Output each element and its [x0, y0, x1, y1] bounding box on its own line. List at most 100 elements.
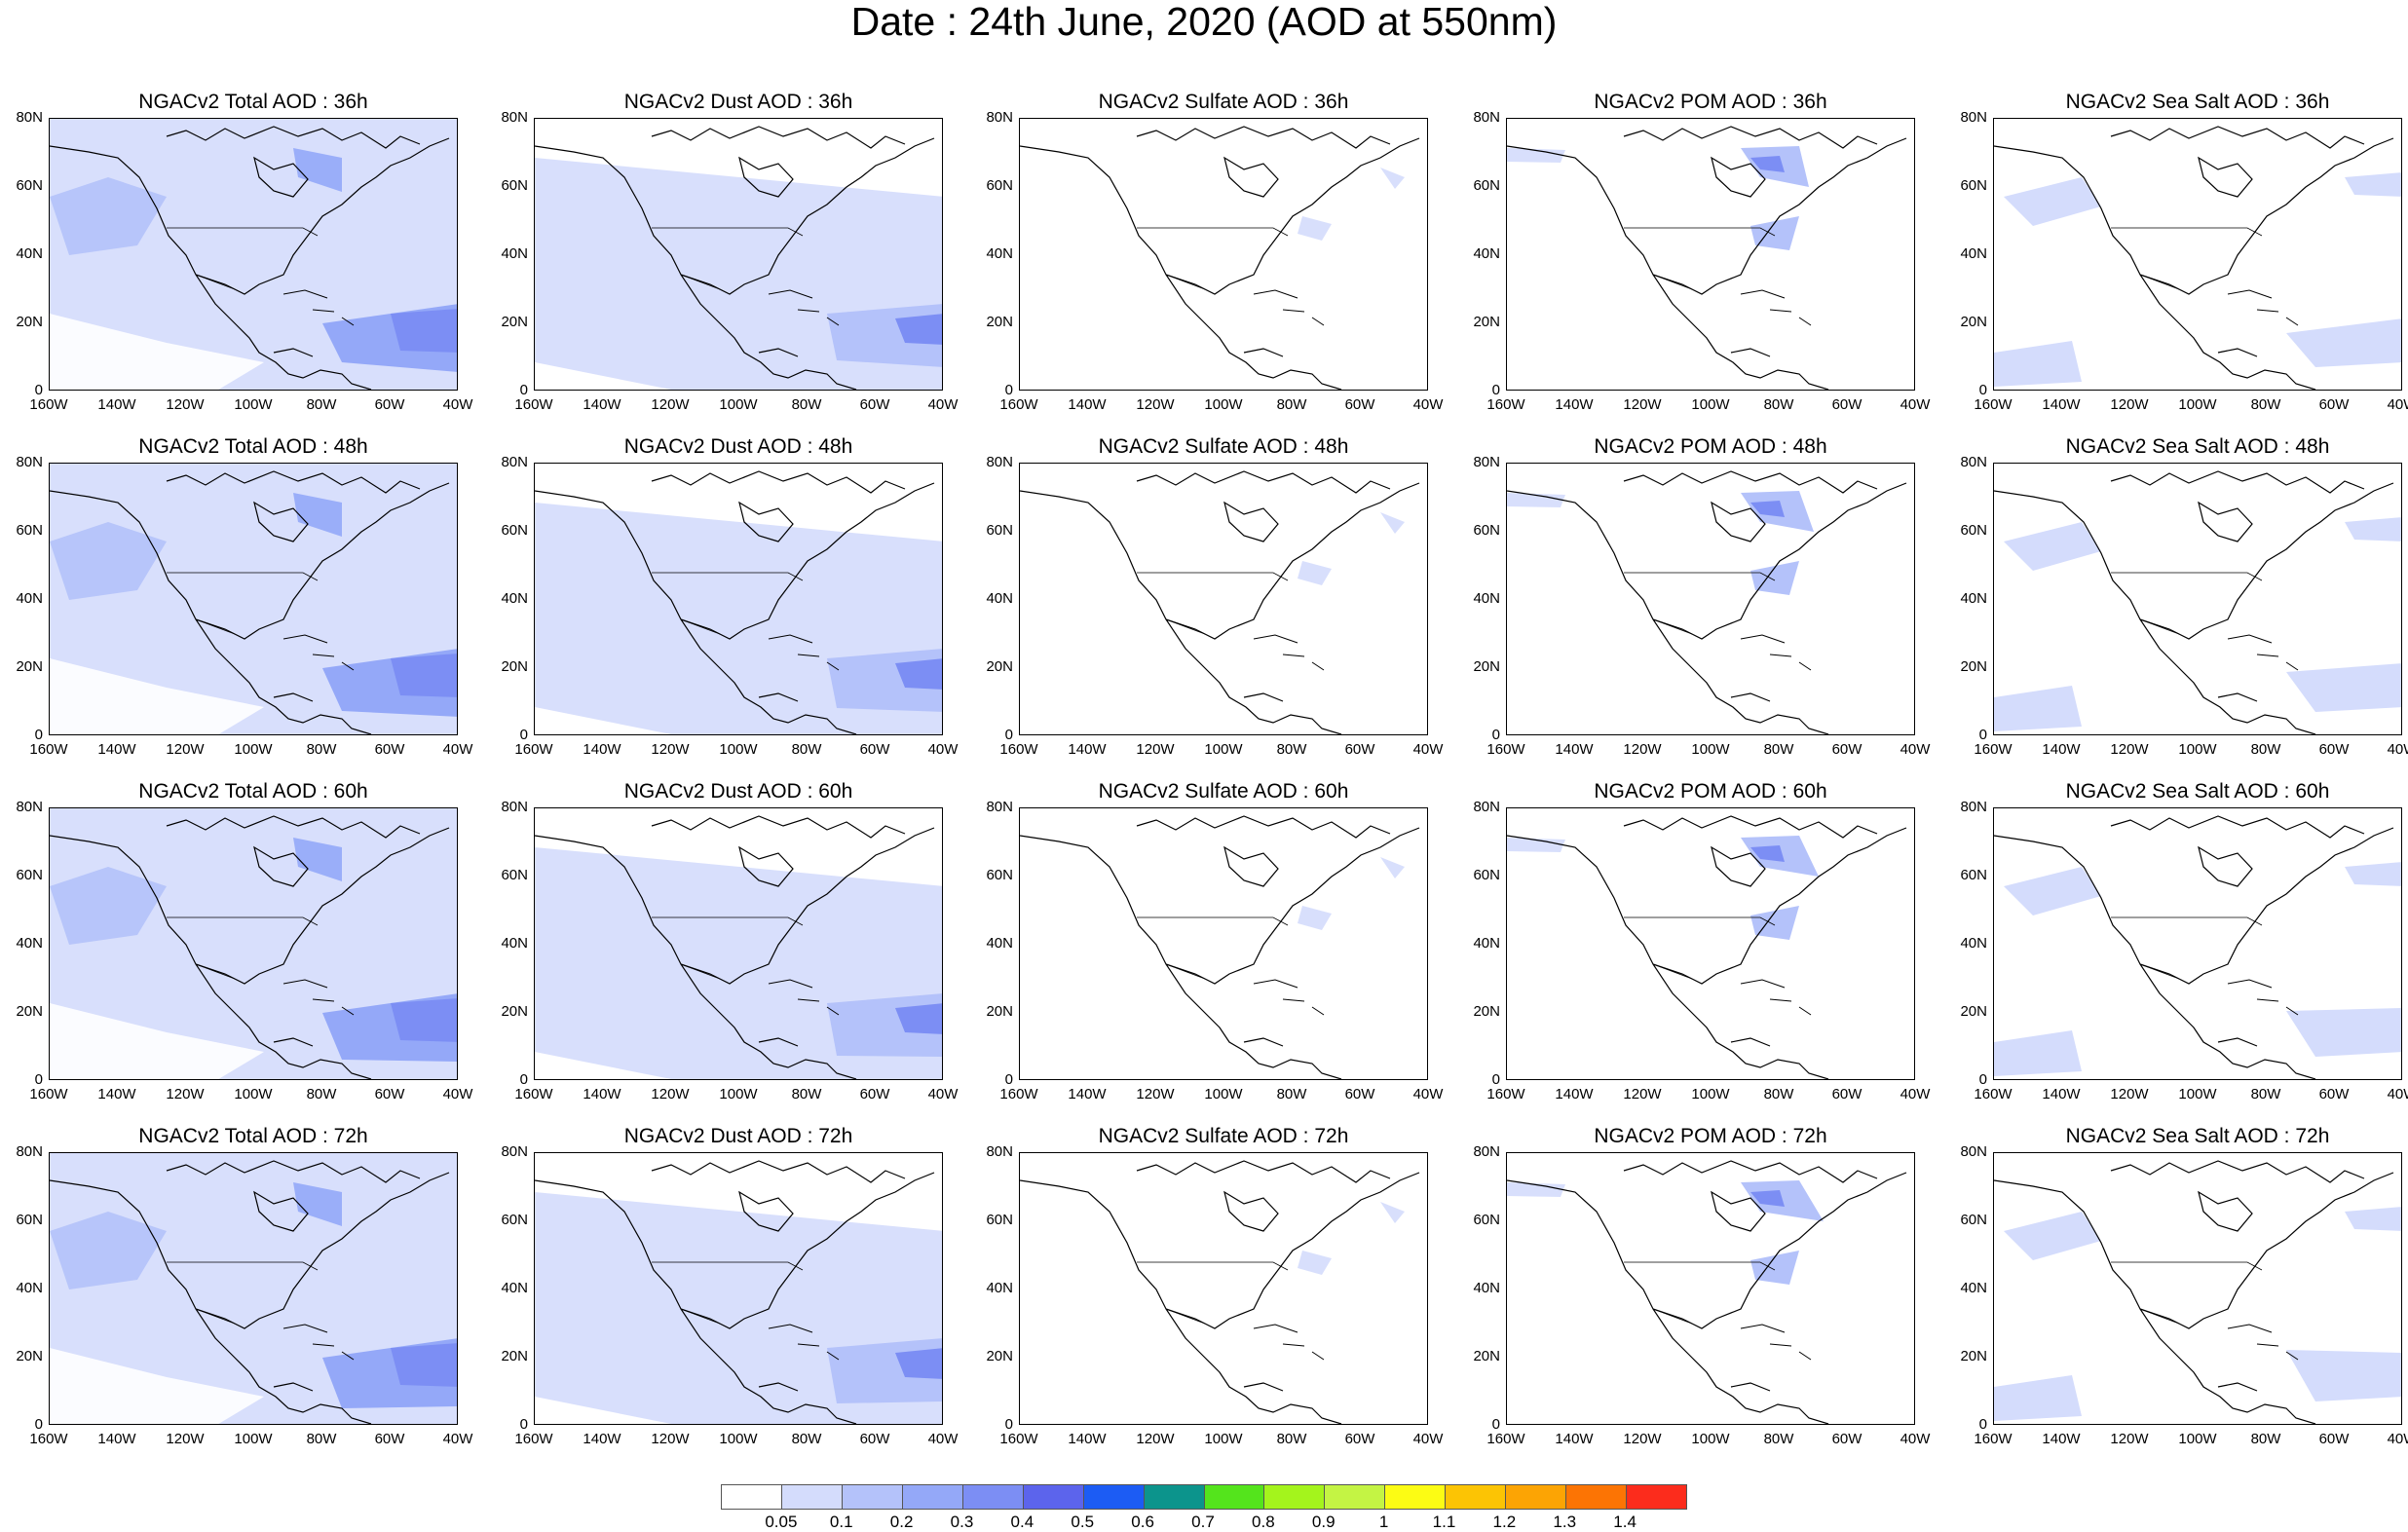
aod-plume	[895, 1003, 942, 1034]
aod-plume	[391, 998, 457, 1042]
y-tick-label: 80N	[16, 109, 43, 126]
colorbar-label: 1.3	[1553, 1513, 1577, 1531]
coastline	[1994, 1172, 2394, 1424]
map-panel: NGACv2 Dust AOD : 36h 80N 60N 40N 20N 0 160W 14…	[501, 91, 958, 413]
map-panel: NGACv2 POM AOD : 36h 80N 60N 40N 20N 0 160W 140…	[1473, 91, 1930, 413]
y-tick-label: 60N	[986, 1212, 1013, 1228]
y-tick-label: 20N	[16, 1003, 43, 1020]
y-tick-label: 60N	[1960, 1212, 1987, 1228]
aod-plume	[293, 148, 342, 192]
coastline	[1507, 1172, 1907, 1424]
y-tick-label: 80N	[16, 799, 43, 815]
x-tick-label: 60W	[1831, 1086, 1862, 1102]
aod-plume	[2286, 1350, 2401, 1401]
coastline	[535, 1172, 935, 1424]
coastline	[1740, 289, 1812, 326]
x-tick-label: 100W	[719, 741, 758, 758]
panel-title: NGACv2 Sea Salt AOD : 60h	[2065, 780, 2330, 803]
x-tick-label: 160W	[1486, 1086, 1525, 1102]
x-tick-label: 120W	[651, 1431, 690, 1447]
y-tick-label: 0	[1978, 1071, 1987, 1088]
map-panel: NGACv2 Dust AOD : 48h 80N 60N 40N 20N 0 160W 14…	[501, 435, 958, 758]
colorbar	[721, 1484, 1687, 1510]
x-tick-label: 140W	[97, 741, 136, 758]
x-tick-label: 100W	[2178, 1431, 2217, 1447]
x-tick-label: 140W	[97, 396, 136, 413]
x-tick-label: 60W	[859, 1431, 890, 1447]
y-tick-label: 20N	[986, 1003, 1013, 1020]
x-tick-label: 160W	[29, 1086, 68, 1102]
y-tick-label: 40N	[1960, 245, 1987, 262]
x-tick-label: 40W	[1900, 741, 1931, 758]
border-line	[167, 572, 319, 635]
x-tick-label: 80W	[791, 1086, 822, 1102]
x-tick-label: 120W	[2110, 396, 2149, 413]
aod-plume	[50, 1212, 167, 1289]
y-tick-label: 40N	[1960, 590, 1987, 607]
x-tick-label: 60W	[1831, 396, 1862, 413]
y-tick-label: 80N	[986, 1143, 1013, 1160]
y-tick-label: 40N	[986, 1280, 1013, 1296]
x-tick-label: 40W	[2387, 741, 2408, 758]
colorbar-label: 1.1	[1432, 1513, 1456, 1531]
x-tick-label: 100W	[234, 741, 273, 758]
y-tick-label: 60N	[501, 177, 528, 194]
y-tick-label: 80N	[1960, 454, 1987, 470]
border-line	[2111, 916, 2263, 980]
x-tick-label: 60W	[1831, 1431, 1862, 1447]
map-panel: NGACv2 Sea Salt AOD : 48h 80N 60N 40N 20N 0 16…	[1960, 435, 2408, 758]
x-tick-label: 40W	[2387, 1431, 2408, 1447]
coastline	[1623, 470, 1878, 542]
y-tick-label: 40N	[986, 590, 1013, 607]
aod-map	[535, 815, 942, 1079]
x-tick-label: 100W	[1691, 396, 1730, 413]
x-tick-label: 140W	[2042, 1431, 2081, 1447]
x-tick-label: 80W	[2250, 1431, 2281, 1447]
x-tick-label: 40W	[927, 741, 959, 758]
panel-title: NGACv2 POM AOD : 48h	[1594, 435, 1827, 458]
y-tick-label: 80N	[16, 454, 43, 470]
aod-plume	[50, 522, 167, 600]
coastline	[166, 815, 421, 887]
coastline	[1623, 1160, 1878, 1232]
coastline	[2227, 979, 2299, 1016]
coastline	[282, 979, 355, 1016]
coastline	[651, 126, 906, 198]
colorbar-cell	[1264, 1485, 1326, 1509]
x-tick-label: 140W	[1555, 1086, 1594, 1102]
x-tick-label: 120W	[166, 1431, 205, 1447]
x-tick-label: 40W	[927, 1431, 959, 1447]
y-tick-label: 20N	[1960, 658, 1987, 675]
x-tick-label: 140W	[2042, 741, 2081, 758]
x-tick-label: 40W	[1900, 1431, 1931, 1447]
y-tick-label: 60N	[1473, 1212, 1500, 1228]
map-panel: NGACv2 POM AOD : 60h 80N 60N 40N 20N 0 160W 140…	[1473, 780, 1930, 1102]
x-tick-label: 120W	[1136, 1431, 1175, 1447]
coastline	[2110, 815, 2365, 887]
x-tick-label: 160W	[514, 1431, 553, 1447]
aod-plume	[293, 838, 342, 881]
x-tick-label: 160W	[1974, 741, 2013, 758]
colorbar-cell	[1446, 1485, 1507, 1509]
aod-plume	[293, 493, 342, 537]
y-tick-label: 20N	[1960, 314, 1987, 330]
y-tick-label: 60N	[501, 867, 528, 883]
x-tick-label: 160W	[514, 741, 553, 758]
coastline	[1740, 634, 1812, 671]
aod-plume	[391, 654, 457, 697]
x-tick-label: 100W	[2178, 1086, 2217, 1102]
aod-map	[1507, 1160, 1907, 1424]
aod-plume	[1298, 1251, 1332, 1275]
map-plot-area	[49, 463, 458, 735]
coastline	[1020, 482, 1420, 734]
x-tick-label: 60W	[1344, 396, 1375, 413]
x-tick-label: 140W	[2042, 396, 2081, 413]
border-line	[652, 1261, 804, 1325]
colorbar-label: 0.9	[1311, 1513, 1336, 1531]
map-panel: NGACv2 Sea Salt AOD : 72h 80N 60N 40N 20N 0 16…	[1960, 1125, 2408, 1447]
border-line	[2111, 227, 2263, 290]
x-tick-label: 120W	[1136, 741, 1175, 758]
aod-plume	[391, 1343, 457, 1387]
aod-map	[1020, 815, 1420, 1079]
y-tick-label: 60N	[986, 867, 1013, 883]
